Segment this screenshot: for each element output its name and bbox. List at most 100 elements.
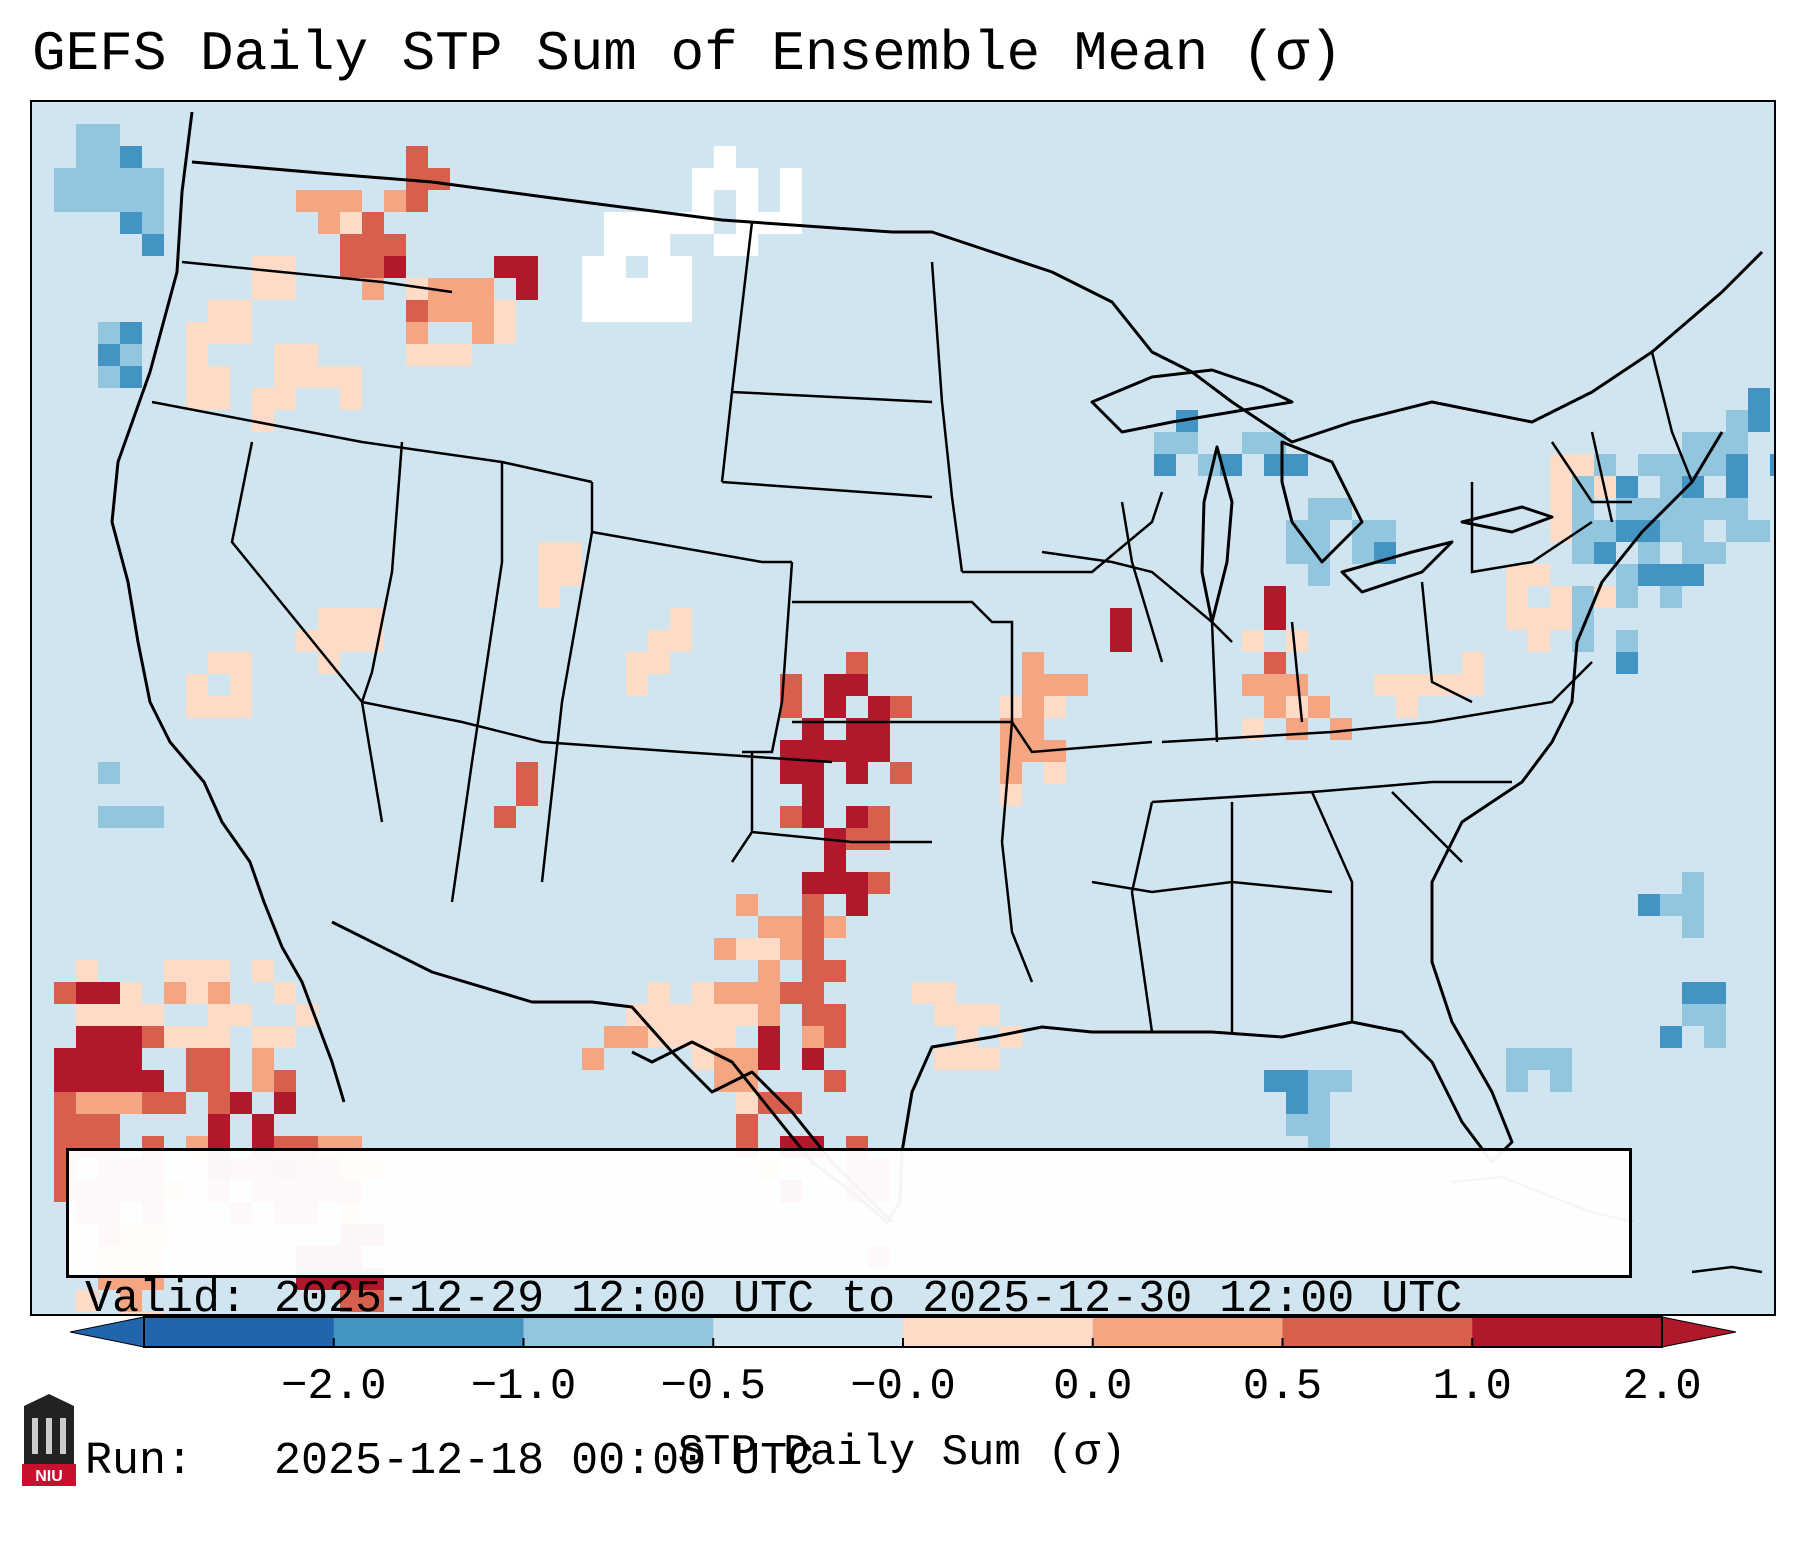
stp-cell — [186, 388, 208, 410]
stp-cell — [1572, 454, 1594, 476]
colorbar-tick-label: −1.0 — [470, 1362, 577, 1412]
stp-cell — [846, 872, 868, 894]
stp-cell — [1616, 652, 1638, 674]
stp-cell — [780, 190, 802, 212]
stp-cell — [846, 652, 868, 674]
stp-cell — [120, 1092, 142, 1114]
stp-cell — [1242, 432, 1264, 454]
stp-cell — [1352, 542, 1374, 564]
stp-cell — [802, 740, 824, 762]
stp-cell — [362, 212, 384, 234]
stp-cell — [230, 1092, 252, 1114]
stp-cell — [714, 234, 736, 256]
stp-cell — [76, 168, 98, 190]
stp-cell — [186, 1026, 208, 1048]
stp-cell — [98, 344, 120, 366]
stp-cell — [406, 322, 428, 344]
stp-cell — [208, 1092, 230, 1114]
stp-cell — [868, 696, 890, 718]
stp-cell — [208, 388, 230, 410]
stp-cell — [1748, 520, 1770, 542]
stp-cell — [824, 1026, 846, 1048]
stp-cell — [340, 212, 362, 234]
stp-cell — [1110, 608, 1132, 630]
stp-cell — [1616, 520, 1638, 542]
stp-cell — [1682, 542, 1704, 564]
stp-cell — [758, 1048, 780, 1070]
stp-cell — [98, 124, 120, 146]
stp-cell — [736, 234, 758, 256]
stp-cell — [604, 300, 626, 322]
niu-logo: NIU — [20, 1392, 78, 1488]
stp-cell — [318, 630, 340, 652]
stp-cell — [142, 1312, 164, 1314]
stp-cell — [450, 300, 472, 322]
stp-cell — [340, 608, 362, 630]
stp-cell — [934, 1048, 956, 1070]
stp-cell — [186, 1048, 208, 1070]
stp-cell — [1374, 674, 1396, 696]
colorbar-graphic — [69, 1316, 1737, 1348]
stp-cell — [890, 696, 912, 718]
stp-cell — [1638, 542, 1660, 564]
stp-cell — [1704, 1004, 1726, 1026]
stp-cell — [252, 1026, 274, 1048]
stp-cell — [1616, 476, 1638, 498]
stp-cell — [824, 1004, 846, 1026]
stp-cell — [1330, 1070, 1352, 1092]
stp-cell — [560, 564, 582, 586]
stp-cell — [714, 1026, 736, 1048]
map-canvas — [54, 111, 1774, 1314]
stp-cell — [670, 1026, 692, 1048]
stp-cell — [252, 960, 274, 982]
stp-cell — [1396, 696, 1418, 718]
stp-cell — [1660, 586, 1682, 608]
stp-cell — [120, 1026, 142, 1048]
stp-cell — [340, 256, 362, 278]
stp-cell — [1660, 454, 1682, 476]
stp-cell — [76, 1070, 98, 1092]
stp-cell — [340, 388, 362, 410]
stp-cell — [1594, 520, 1616, 542]
stp-cell — [76, 190, 98, 212]
stp-cell — [1154, 432, 1176, 454]
stp-cell — [340, 1290, 362, 1312]
logo-text: NIU — [35, 1468, 63, 1485]
stp-cell — [780, 212, 802, 234]
stp-cell — [736, 894, 758, 916]
stp-cell — [780, 696, 802, 718]
stp-cell — [736, 982, 758, 1004]
stp-cell — [604, 278, 626, 300]
stp-cell — [252, 256, 274, 278]
stp-cell — [98, 146, 120, 168]
stp-cell — [274, 388, 296, 410]
stp-cell — [98, 322, 120, 344]
stp-cell — [1198, 454, 1220, 476]
stp-cell — [1308, 696, 1330, 718]
stp-cell — [1660, 520, 1682, 542]
stp-cell — [1682, 1004, 1704, 1026]
stp-cell — [252, 1070, 274, 1092]
stp-cell — [626, 652, 648, 674]
stp-cell — [604, 1026, 626, 1048]
stp-cell — [714, 1070, 736, 1092]
stp-cell — [54, 190, 76, 212]
stp-cell — [516, 762, 538, 784]
stp-cell — [1396, 674, 1418, 696]
stp-cell — [736, 1004, 758, 1026]
stp-cell — [516, 256, 538, 278]
stp-cell — [1000, 762, 1022, 784]
lake-superior — [1090, 368, 1294, 434]
colorbar-tick-label: −0.5 — [660, 1362, 767, 1412]
stp-cell — [1330, 718, 1352, 740]
stp-cell — [494, 806, 516, 828]
stp-cell — [274, 278, 296, 300]
stp-cell — [1286, 696, 1308, 718]
stp-cell — [142, 1004, 164, 1026]
stp-cell — [648, 300, 670, 322]
stp-cell — [494, 256, 516, 278]
stp-cell — [230, 652, 252, 674]
stp-cell — [1022, 652, 1044, 674]
stp-cell — [1308, 1070, 1330, 1092]
stp-cell — [1264, 652, 1286, 674]
